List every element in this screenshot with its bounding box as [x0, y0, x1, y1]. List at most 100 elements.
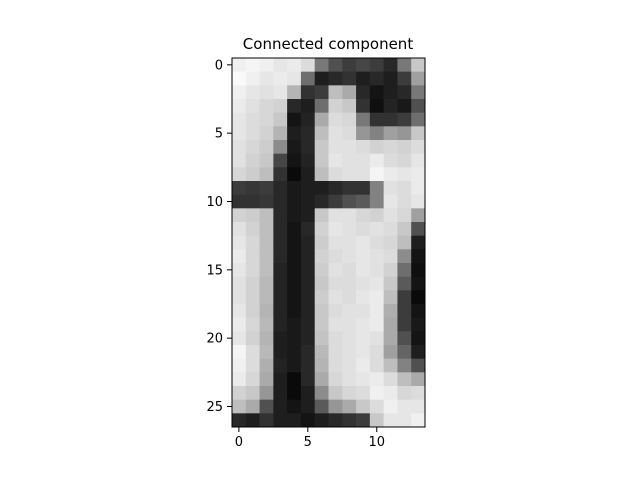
heatmap-cell [300, 386, 316, 401]
heatmap-cell [273, 126, 288, 141]
heatmap-cell [259, 331, 274, 346]
heatmap-cell [356, 181, 371, 196]
heatmap-cell [232, 222, 247, 237]
heatmap-cell [245, 386, 260, 401]
plot-frame [231, 57, 426, 428]
heatmap-cell [411, 386, 426, 401]
heatmap-cell [300, 194, 316, 209]
heatmap-cell [328, 304, 343, 319]
heatmap-cell [273, 386, 288, 401]
heatmap-cell [397, 399, 412, 414]
heatmap-cell [328, 372, 343, 387]
heatmap-cell [411, 345, 426, 360]
heatmap-cell [287, 235, 302, 250]
heatmap-cell [342, 181, 357, 196]
heatmap-cell [342, 263, 357, 278]
y-tick-label: 20 [206, 332, 223, 347]
heatmap-cell [287, 167, 302, 182]
heatmap-cell [397, 331, 412, 346]
heatmap-cell [369, 85, 385, 100]
heatmap-cell [259, 85, 274, 100]
heatmap-cell [232, 99, 247, 114]
heatmap-cell [369, 399, 385, 414]
heatmap-cell [356, 263, 371, 278]
heatmap-cell [232, 58, 247, 73]
heatmap-cell [314, 181, 329, 196]
heatmap-cell [356, 167, 371, 182]
heatmap-cell [314, 304, 329, 319]
heatmap-cell [342, 126, 357, 141]
heatmap-cell [342, 331, 357, 346]
heatmap-cell [356, 153, 371, 168]
heatmap-cells [232, 58, 426, 428]
heatmap-cell [273, 399, 288, 414]
heatmap-cell [383, 140, 398, 155]
heatmap-cell [328, 386, 343, 401]
heatmap-cell [342, 208, 357, 223]
heatmap-cell [232, 331, 247, 346]
chart-title: Connected component [243, 35, 414, 53]
heatmap-cell [314, 85, 329, 100]
heatmap-cell [356, 208, 371, 223]
heatmap-cell [356, 304, 371, 319]
heatmap-cell [397, 112, 412, 127]
heatmap-cell [232, 345, 247, 360]
heatmap-cell [232, 358, 247, 373]
heatmap-cell [411, 140, 426, 155]
heatmap-cell [245, 99, 260, 114]
heatmap-cell [411, 304, 426, 319]
heatmap-cell [328, 222, 343, 237]
heatmap-cell [342, 249, 357, 264]
heatmap-cell [356, 386, 371, 401]
heatmap-cell [411, 317, 426, 332]
heatmap-cell [397, 181, 412, 196]
heatmap-cell [328, 276, 343, 291]
heatmap-cell [287, 358, 302, 373]
heatmap-cell [356, 235, 371, 250]
heatmap-cell [273, 208, 288, 223]
heatmap-cell [245, 276, 260, 291]
heatmap-cell [383, 71, 398, 86]
heatmap-cell [383, 263, 398, 278]
heatmap-cell [300, 317, 316, 332]
heatmap-cell [397, 85, 412, 100]
heatmap-cell [273, 85, 288, 100]
heatmap-cell [245, 235, 260, 250]
heatmap-cell [232, 85, 247, 100]
heatmap-cell [356, 399, 371, 414]
heatmap-cell [259, 126, 274, 141]
heatmap-cell [397, 263, 412, 278]
heatmap-cell [342, 345, 357, 360]
heatmap-cell [369, 194, 385, 209]
heatmap-cell [232, 263, 247, 278]
heatmap-cell [328, 140, 343, 155]
heatmap-cell [383, 413, 398, 428]
x-tick-label: 5 [304, 435, 312, 450]
heatmap-cell [314, 358, 329, 373]
heatmap-cell [300, 304, 316, 319]
heatmap-cell [411, 249, 426, 264]
heatmap-cell [383, 208, 398, 223]
heatmap-cell [411, 276, 426, 291]
heatmap-cell [287, 85, 302, 100]
heatmap-cell [328, 249, 343, 264]
heatmap-cell [287, 413, 302, 428]
heatmap-cell [273, 140, 288, 155]
heatmap-cell [300, 222, 316, 237]
heatmap-cell [397, 222, 412, 237]
heatmap-cell [342, 235, 357, 250]
heatmap-cell [383, 167, 398, 182]
heatmap-cell [259, 222, 274, 237]
heatmap-cell [314, 235, 329, 250]
heatmap-cell [259, 276, 274, 291]
heatmap-cell [328, 358, 343, 373]
heatmap-cell [342, 304, 357, 319]
heatmap-cell [342, 290, 357, 305]
heatmap-cell [328, 85, 343, 100]
heatmap-cell [383, 85, 398, 100]
heatmap-cell [314, 386, 329, 401]
heatmap-cell [287, 399, 302, 414]
heatmap-cell [342, 317, 357, 332]
heatmap-cell [369, 386, 385, 401]
